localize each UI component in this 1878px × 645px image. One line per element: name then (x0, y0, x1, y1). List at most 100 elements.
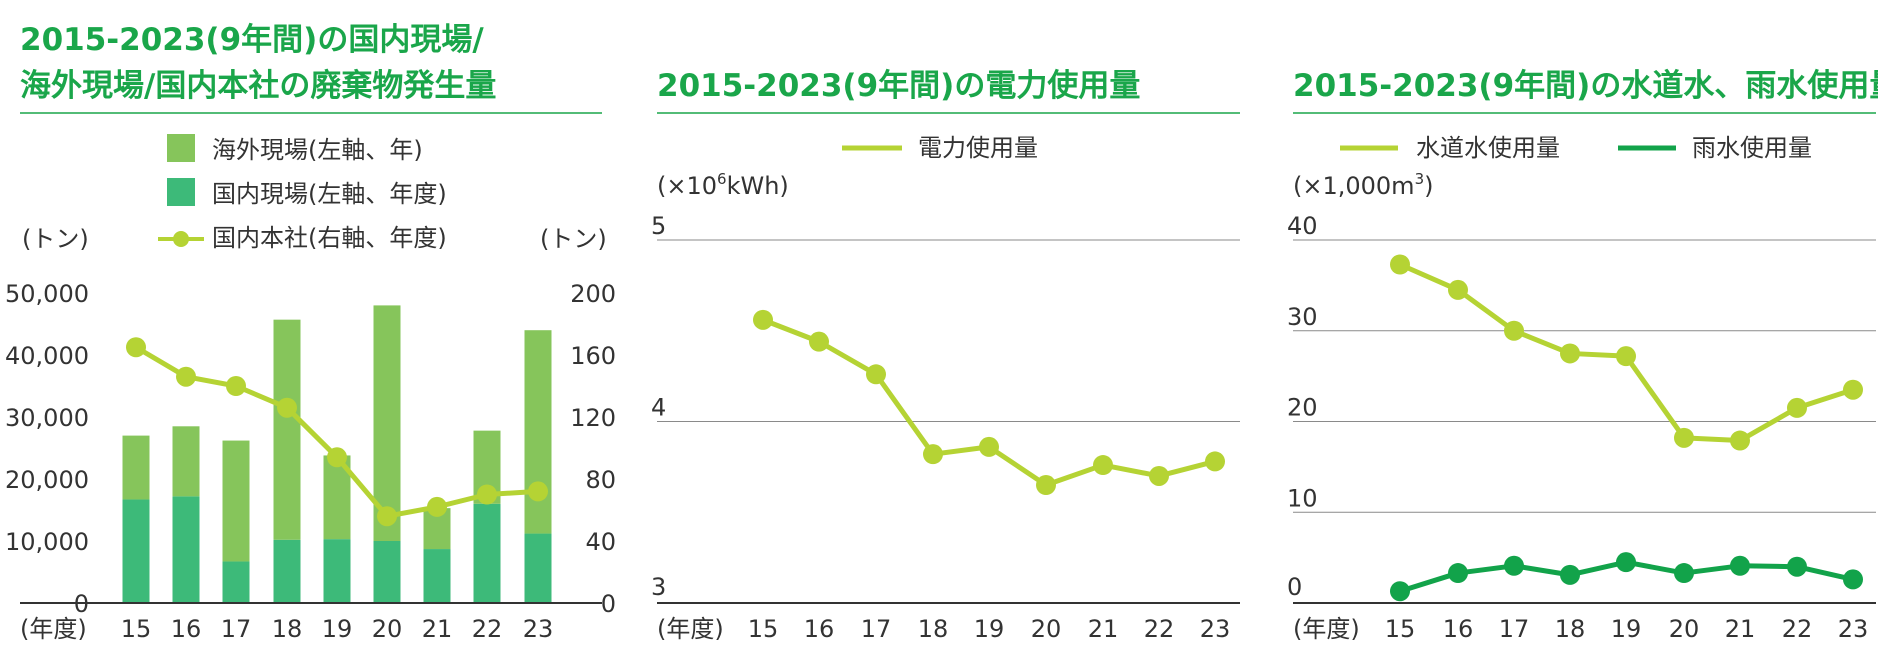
electric-y-tick-1: 4 (651, 394, 666, 422)
hq-point-18 (277, 397, 297, 418)
legend-domestic-label: 国内現場(左軸、年度) (212, 180, 447, 208)
waste-x-label-16: 16 (171, 615, 202, 643)
bar-domestic-18 (273, 539, 301, 603)
electric-gridlines (657, 239, 1240, 422)
bar-overseas-17 (222, 440, 250, 562)
electric-electric-point-21 (1093, 455, 1113, 476)
waste-right-tick-2: 80 (585, 466, 616, 494)
electric-x-label-16: 16 (804, 615, 835, 643)
water-tap-point-16 (1448, 279, 1468, 300)
waste-left-tick-3: 30,000 (5, 404, 89, 432)
water-rain-point-15 (1390, 581, 1410, 602)
hq-point-21 (427, 496, 447, 517)
electric-chart: 2015-2023(9年間)の電力使用量 電力使用量 (×106kWh) 3 4 5… (651, 68, 1240, 643)
electric-y-unit-prefix: (×10 (657, 172, 717, 200)
water-rain-point-21 (1730, 555, 1750, 576)
waste-chart-title-line-1: 2015-2023(9年間)の国内現場/ (20, 22, 484, 58)
water-y-tick-2: 20 (1287, 394, 1318, 422)
legend-hq-label: 国内本社(右軸、年度) (212, 224, 447, 252)
water-rain-point-17 (1504, 555, 1524, 576)
water-x-label-16: 16 (1443, 615, 1474, 643)
hq-point-16 (176, 366, 196, 387)
legend-rain-label: 雨水使用量 (1692, 134, 1812, 162)
water-tap-markers (1390, 254, 1863, 451)
electric-y-tick-0: 3 (651, 573, 666, 601)
legend-domestic-swatch (167, 178, 195, 206)
water-gridlines (1293, 239, 1876, 513)
electric-electric-point-18 (923, 444, 943, 465)
water-x-label-15: 15 (1385, 615, 1416, 643)
water-y-tick-4: 40 (1287, 212, 1318, 240)
water-y-unit-prefix: (×1,000m (1293, 172, 1415, 200)
legend-overseas-label: 海外現場(左軸、年) (212, 136, 423, 164)
water-tap-point-15 (1390, 254, 1410, 275)
waste-x-label-21: 21 (422, 615, 453, 643)
waste-hq-markers (126, 337, 548, 527)
water-rain-point-19 (1616, 552, 1636, 573)
water-chart: 2015-2023(9年間)の水道水、雨水使用量 水道水使用量 雨水使用量 (×… (1287, 68, 1878, 643)
bar-domestic-17 (222, 561, 250, 603)
electric-x-label-21: 21 (1088, 615, 1119, 643)
water-x-label-21: 21 (1725, 615, 1756, 643)
bar-domestic-20 (373, 541, 401, 603)
electric-markers (753, 309, 1225, 496)
electric-x-label-22: 22 (1144, 615, 1175, 643)
water-y-tick-1: 10 (1287, 484, 1318, 512)
electric-electric-point-15 (753, 309, 773, 330)
waste-chart: 2015-2023(9年間)の国内現場/ 海外現場/国内本社の廃棄物発生量 海外… (5, 22, 616, 643)
electric-y-tick-2: 5 (651, 212, 666, 240)
waste-right-ticks: 0 40 80 120 160 200 (570, 280, 616, 618)
hq-point-23 (528, 481, 548, 502)
water-x-label-22: 22 (1782, 615, 1813, 643)
water-chart-title: 2015-2023(9年間)の水道水、雨水使用量 (1293, 68, 1878, 104)
electric-electric-point-19 (979, 436, 999, 457)
bar-overseas-20 (373, 305, 401, 541)
water-x-label-17: 17 (1499, 615, 1530, 643)
bar-overseas-23 (524, 330, 552, 534)
electric-x-label-20: 20 (1031, 615, 1062, 643)
water-x-unit: (年度) (1293, 615, 1360, 643)
water-rain-point-20 (1674, 563, 1694, 584)
waste-left-tick-2: 20,000 (5, 466, 89, 494)
water-y-tick-0: 0 (1287, 573, 1302, 601)
water-y-unit: (×1,000m3) (1293, 170, 1433, 200)
electric-electric-point-17 (866, 364, 886, 385)
waste-x-labels: 15 16 17 18 19 20 21 22 23 (121, 615, 554, 643)
water-y-tick-3: 30 (1287, 303, 1318, 331)
waste-x-label-23: 23 (523, 615, 554, 643)
legend-electric-label: 電力使用量 (918, 134, 1038, 162)
water-y-unit-suffix: ) (1424, 172, 1433, 200)
legend-hq-marker (173, 231, 189, 247)
waste-x-label-15: 15 (121, 615, 152, 643)
water-tap-point-20 (1674, 427, 1694, 448)
bar-overseas-16 (172, 426, 200, 497)
electric-electric-point-16 (809, 331, 829, 352)
waste-right-tick-3: 120 (570, 404, 616, 432)
water-rain-point-18 (1560, 564, 1580, 585)
waste-left-tick-4: 40,000 (5, 342, 89, 370)
waste-x-label-20: 20 (372, 615, 403, 643)
water-tap-point-23 (1843, 379, 1863, 400)
bar-domestic-21 (423, 549, 451, 603)
electric-x-label-15: 15 (748, 615, 779, 643)
water-tap-point-19 (1616, 346, 1636, 367)
electric-y-unit-sup: 6 (717, 170, 727, 188)
waste-chart-title-line-2: 海外現場/国内本社の廃棄物発生量 (20, 68, 496, 104)
bar-domestic-16 (172, 496, 200, 603)
water-tap-point-17 (1504, 320, 1524, 341)
waste-right-unit: (トン) (540, 225, 607, 253)
hq-point-20 (377, 506, 397, 527)
bar-overseas-18 (273, 319, 301, 540)
electric-x-label-18: 18 (918, 615, 949, 643)
water-rain-point-16 (1448, 563, 1468, 584)
water-tap-point-22 (1787, 397, 1807, 418)
hq-point-15 (126, 337, 146, 358)
waste-legend: 海外現場(左軸、年) 国内現場(左軸、年度) 国内本社(右軸、年度) (158, 134, 447, 252)
legend-tap-label: 水道水使用量 (1416, 134, 1560, 162)
water-tap-point-18 (1560, 343, 1580, 364)
electric-x-label-17: 17 (861, 615, 892, 643)
waste-bars (122, 305, 552, 603)
hq-point-22 (477, 484, 497, 505)
legend-overseas-swatch (167, 134, 195, 162)
